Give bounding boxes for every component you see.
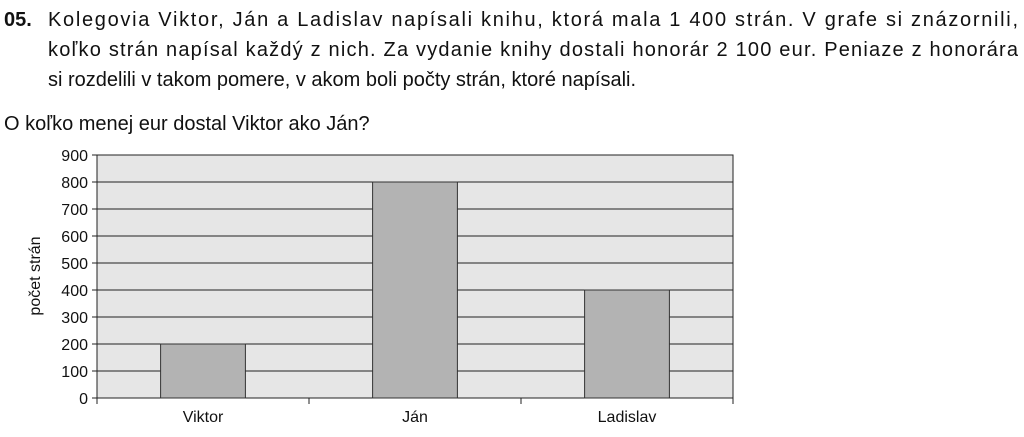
problem-line: Kolegovia Viktor, Ján a Ladislav napísal…	[48, 9, 1018, 31]
y-tick-label: 0	[79, 391, 88, 408]
question: O koľko menej eur dostal Viktor ako Ján?	[4, 113, 370, 135]
bar	[160, 343, 246, 399]
y-tick-label: 700	[61, 202, 88, 219]
problem-number: 05.	[4, 9, 32, 31]
bar	[372, 181, 458, 399]
y-tick-label: 300	[61, 310, 88, 327]
y-tick-label: 500	[61, 256, 88, 273]
problem-line: koľko strán napísal každý z nich. Za vyd…	[48, 39, 1019, 61]
y-tick-label: 900	[61, 148, 88, 165]
x-tick-label: Ján	[402, 409, 428, 426]
problem-line: si rozdelili v takom pomere, v akom boli…	[48, 69, 636, 91]
y-tick-label: 200	[61, 337, 88, 354]
x-tick-label: Viktor	[183, 409, 224, 426]
y-axis-label: počet strán	[27, 236, 44, 315]
bar	[584, 289, 670, 399]
y-tick-label: 400	[61, 283, 88, 300]
y-tick-label: 600	[61, 229, 88, 246]
y-tick-label: 100	[61, 364, 88, 381]
x-tick-label: Ladislav	[598, 409, 657, 426]
y-tick-label: 800	[61, 175, 88, 192]
